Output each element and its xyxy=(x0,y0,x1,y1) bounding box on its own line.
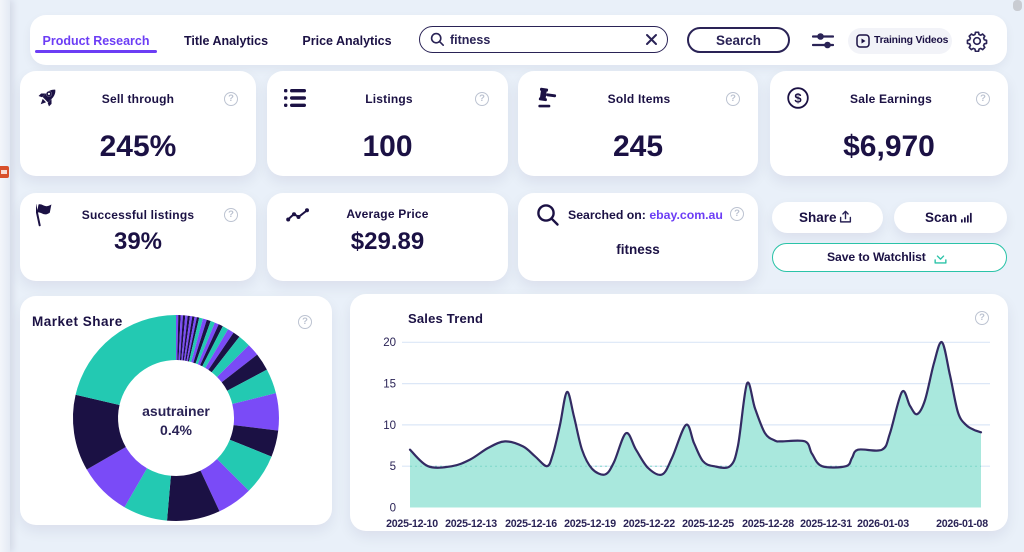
svg-text:15: 15 xyxy=(383,379,396,391)
svg-text:2025-12-13: 2025-12-13 xyxy=(445,518,497,530)
svg-text:2025-12-22: 2025-12-22 xyxy=(623,518,675,530)
svg-text:5: 5 xyxy=(390,461,396,473)
svg-text:2025-12-28: 2025-12-28 xyxy=(742,518,794,530)
svg-text:2026-01-03: 2026-01-03 xyxy=(857,518,909,530)
svg-text:2025-12-19: 2025-12-19 xyxy=(564,518,616,530)
svg-text:2025-12-31: 2025-12-31 xyxy=(800,518,852,530)
svg-text:10: 10 xyxy=(383,420,396,432)
svg-text:20: 20 xyxy=(383,337,396,349)
svg-text:2025-12-16: 2025-12-16 xyxy=(505,518,557,530)
svg-text:2026-01-08: 2026-01-08 xyxy=(936,518,988,530)
svg-text:2025-12-10: 2025-12-10 xyxy=(386,518,438,530)
svg-text:0: 0 xyxy=(390,503,396,515)
svg-text:2025-12-25: 2025-12-25 xyxy=(682,518,734,530)
svg-text:$: $ xyxy=(794,91,802,106)
